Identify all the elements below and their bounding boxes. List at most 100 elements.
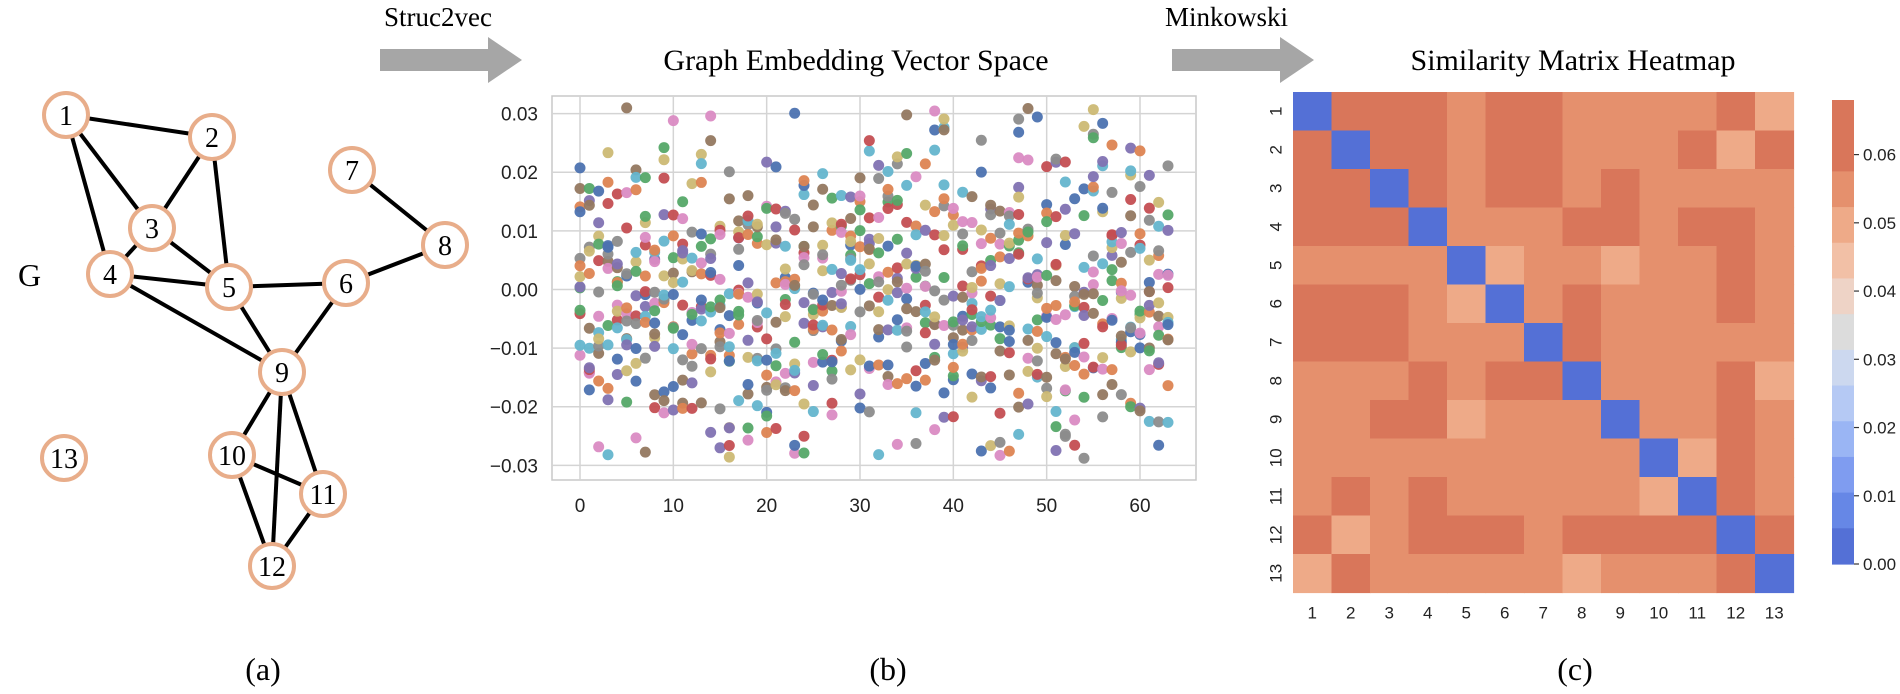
- scatter-point: [1125, 165, 1137, 177]
- heatmap-cell: [1562, 246, 1602, 286]
- heatmap-cell: [1524, 246, 1564, 286]
- scatter-point: [901, 247, 913, 259]
- scatter-point: [891, 287, 903, 299]
- scatter-point: [798, 430, 810, 442]
- heatmap-cell: [1716, 515, 1756, 555]
- scatter-point: [1013, 126, 1025, 138]
- scatter-point: [611, 353, 623, 365]
- scatter-point: [910, 437, 922, 449]
- caption-c: (c): [1557, 651, 1593, 687]
- scatter-point: [1041, 371, 1053, 383]
- scatter-point: [742, 334, 754, 346]
- arrow-right-icon: [1172, 37, 1314, 83]
- scatter-point: [1003, 369, 1015, 381]
- scatter-point: [957, 291, 969, 303]
- scatter-point: [1041, 331, 1053, 343]
- scatter-point: [835, 298, 847, 310]
- graph-node-label: 11: [310, 480, 337, 511]
- scatter-point: [947, 411, 959, 423]
- heatmap-panel: Similarity Matrix Heatmap 12345678910111…: [1266, 44, 1896, 687]
- heatmap-cell: [1562, 92, 1602, 132]
- scatter-point: [919, 158, 931, 170]
- scatter-point: [1134, 145, 1146, 157]
- scatter-point: [658, 270, 670, 282]
- heatmap-cell: [1408, 169, 1448, 209]
- heatmap-cell: [1485, 284, 1525, 324]
- heatmap-cell: [1639, 92, 1679, 132]
- scatter-point: [658, 289, 670, 301]
- scatter-point: [1050, 337, 1062, 349]
- scatter-point: [919, 374, 931, 386]
- scatter-point: [1143, 254, 1155, 266]
- scatter-point: [975, 371, 987, 383]
- scatter-point: [677, 354, 689, 366]
- scatter-point: [845, 329, 857, 341]
- scatter-point: [938, 271, 950, 283]
- scatter-point: [658, 172, 670, 184]
- scatter-point: [705, 267, 717, 279]
- scatter-point: [611, 258, 623, 270]
- graph-node-label: 9: [275, 358, 289, 389]
- colorbar-band: [1832, 421, 1854, 458]
- heatmap-cell: [1447, 92, 1487, 132]
- scatter-point: [891, 438, 903, 450]
- scatter-point: [1143, 276, 1155, 288]
- graph-node: 4: [86, 250, 134, 298]
- scatter-point: [798, 297, 810, 309]
- heatmap-cell: [1678, 207, 1718, 247]
- heatmap-cell: [1678, 554, 1718, 594]
- scatter-point: [1013, 191, 1025, 203]
- scatter-x-tick-label: 30: [849, 496, 870, 517]
- heatmap-cell: [1755, 207, 1795, 247]
- scatter-point: [1003, 281, 1015, 293]
- scatter-point: [1059, 353, 1071, 365]
- scatter-point: [1059, 384, 1071, 396]
- scatter-point: [994, 333, 1006, 345]
- scatter-point: [779, 278, 791, 290]
- scatter-point: [1059, 176, 1071, 188]
- scatter-point: [751, 218, 763, 230]
- scatter-point: [1022, 323, 1034, 335]
- scatter-point: [910, 260, 922, 272]
- scatter-point: [658, 407, 670, 419]
- heatmap-cell: [1370, 246, 1410, 286]
- scatter-point: [1134, 181, 1146, 193]
- heatmap-cell: [1678, 92, 1718, 132]
- scatter-point: [742, 434, 754, 446]
- heatmap-title: Similarity Matrix Heatmap: [1411, 44, 1736, 77]
- heatmap-cell: [1408, 477, 1448, 517]
- heatmap-cell: [1447, 554, 1487, 594]
- graph-node-circle: [248, 542, 296, 590]
- scatter-point: [1153, 439, 1165, 451]
- scatter-point: [1134, 342, 1146, 354]
- scatter-point: [733, 395, 745, 407]
- heatmap-cell: [1562, 515, 1602, 555]
- heatmap-cell: [1485, 130, 1525, 170]
- scatter-point: [1022, 272, 1034, 284]
- scatter-point: [901, 109, 913, 121]
- scatter-point: [686, 308, 698, 320]
- scatter-point: [1059, 360, 1071, 372]
- heatmap-cell: [1408, 361, 1448, 401]
- scatter-point: [770, 161, 782, 173]
- heatmap-cell: [1716, 284, 1756, 324]
- scatter-point: [826, 287, 838, 299]
- graph-node-label: 7: [345, 156, 359, 187]
- scatter-point: [873, 449, 885, 461]
- scatter-point: [583, 384, 595, 396]
- scatter-point: [686, 252, 698, 264]
- scatter-point: [649, 286, 661, 298]
- scatter-point: [919, 224, 931, 236]
- heatmap-cell: [1331, 246, 1371, 286]
- scatter-point: [779, 299, 791, 311]
- scatter-point: [873, 247, 885, 259]
- scatter-point: [677, 299, 689, 311]
- scatter-point: [826, 409, 838, 421]
- heatmap-cell: [1370, 284, 1410, 324]
- heatmap-cell: [1331, 323, 1371, 363]
- heatmap-col-label: 1: [1308, 604, 1317, 623]
- scatter-point: [975, 166, 987, 178]
- graph-edge: [270, 371, 284, 567]
- scatter-point: [1143, 364, 1155, 376]
- scatter-point: [649, 389, 661, 401]
